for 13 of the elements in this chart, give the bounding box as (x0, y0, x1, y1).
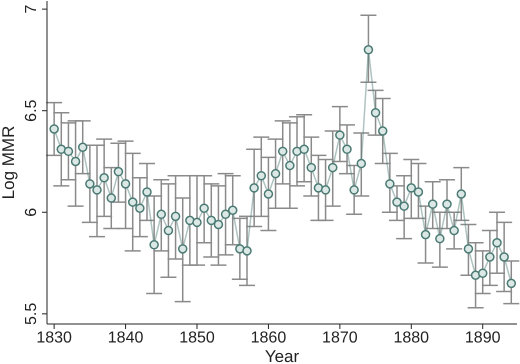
x-tick-label: 1860 (250, 329, 286, 346)
y-axis-title: Log MMR (0, 126, 18, 200)
x-tick-label: 1840 (108, 329, 144, 346)
x-tick-label: 1890 (464, 329, 501, 346)
y-tick-label: 5.5 (23, 302, 40, 325)
x-tick-label: 1880 (393, 329, 430, 346)
y-tick-label: 6 (23, 208, 40, 217)
y-tick-label: 7 (23, 4, 40, 14)
x-tick-label: 1870 (322, 329, 358, 346)
x-axis-title: Year (264, 347, 300, 364)
x-tick-label: 1830 (36, 329, 72, 346)
y-tick-label: 6.5 (23, 99, 40, 122)
x-tick-label: 1850 (179, 329, 215, 346)
